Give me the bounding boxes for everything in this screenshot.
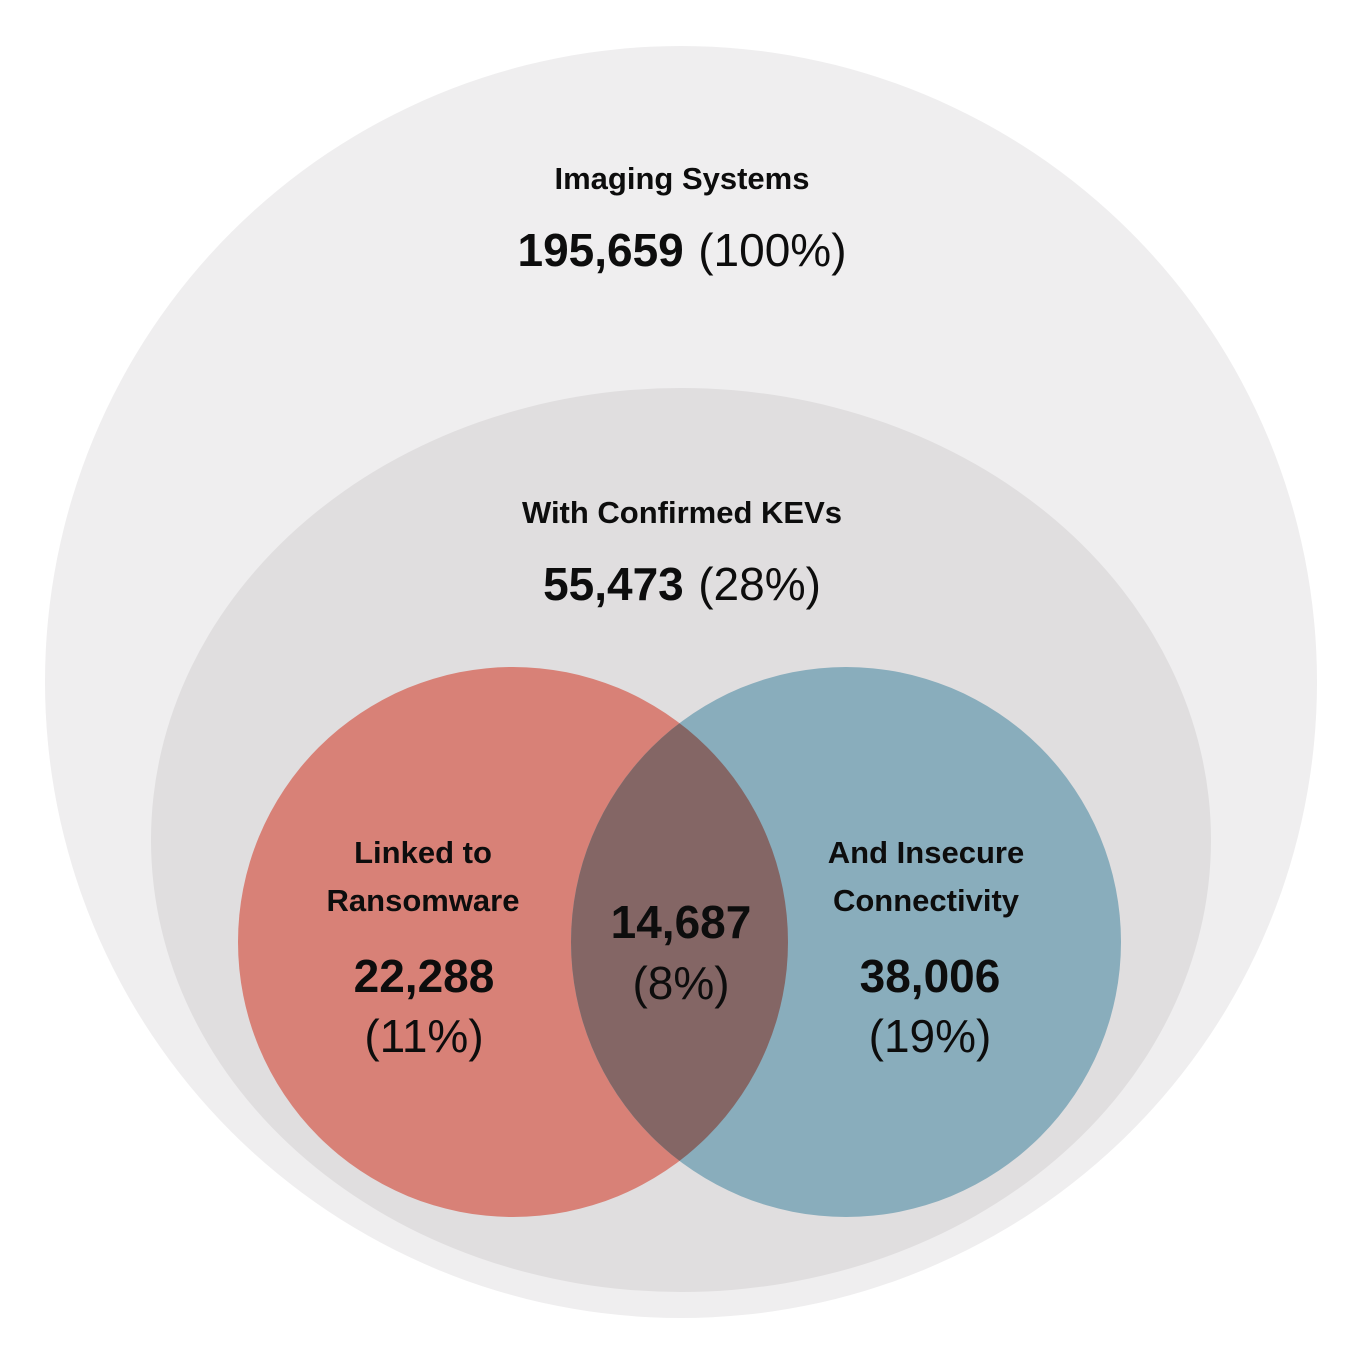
ransomware-count: 22,288 [354,950,495,1002]
imaging-systems-title: Imaging Systems [555,161,810,196]
ransomware-title-line2: Ransomware [327,883,520,918]
connectivity-title-line1: And Insecure [828,835,1024,870]
imaging-systems-percent: (100%) [698,224,846,276]
confirmed-kevs-value: 55,473 (28%) [543,558,821,610]
confirmed-kevs-count: 55,473 [543,558,684,610]
confirmed-kevs-percent: (28%) [698,558,821,610]
imaging-systems-value: 195,659 (100%) [517,224,846,276]
connectivity-percent: (19%) [869,1010,992,1062]
ransomware-title-line1: Linked to [354,835,492,870]
connectivity-count: 38,006 [860,950,1001,1002]
imaging-systems-count: 195,659 [517,224,683,276]
connectivity-title-line2: Connectivity [833,883,1020,918]
ransomware-percent: (11%) [364,1010,483,1062]
overlap-region [571,667,788,1217]
overlap-count: 14,687 [611,896,752,948]
confirmed-kevs-title: With Confirmed KEVs [522,495,842,530]
overlap-percent: (8%) [632,957,729,1009]
